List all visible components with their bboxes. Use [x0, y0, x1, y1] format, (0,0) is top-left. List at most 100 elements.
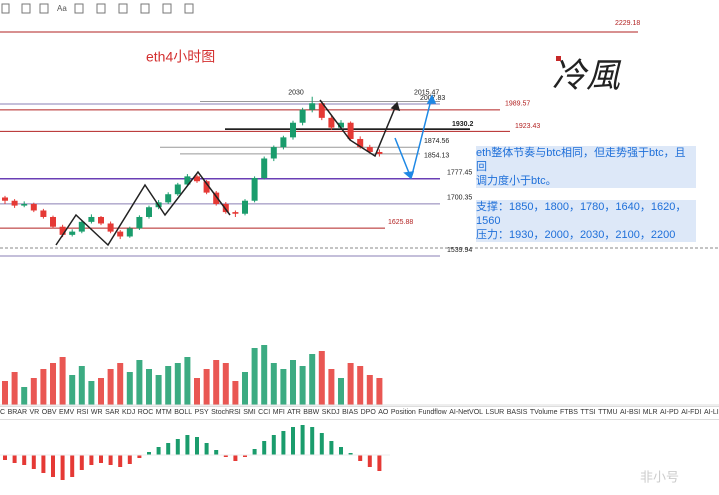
levels-box: 支撑：1850，1800，1780，1640，1620，1560 压力：1930…	[476, 200, 696, 242]
indicator-tab[interactable]: SKDJ	[321, 409, 340, 416]
indicator-tab[interactable]: AI-BSI	[620, 409, 641, 416]
volume-bar	[146, 369, 152, 405]
indicator-tab[interactable]: PSY	[194, 409, 209, 416]
candle-body	[69, 231, 76, 235]
volume-bar	[184, 357, 191, 405]
macd-bar	[310, 427, 315, 455]
indicator-tab[interactable]: RSI	[76, 409, 89, 416]
volume-bar	[280, 369, 287, 405]
candle-body	[11, 200, 18, 206]
candle-body	[213, 192, 220, 204]
tool-icon[interactable]	[21, 3, 31, 14]
volume-bar	[222, 363, 229, 405]
indicator-tab[interactable]: MLR	[642, 409, 658, 416]
volume-bar	[299, 366, 306, 405]
volume-bar	[50, 363, 56, 405]
indicator-tab[interactable]: AI-NetVOL	[449, 409, 484, 416]
candle-body	[203, 181, 210, 193]
macd-bar	[3, 455, 7, 460]
macd-bar	[329, 441, 334, 455]
indicator-tab[interactable]: FTBS	[560, 409, 578, 416]
tool-icon[interactable]	[140, 3, 150, 14]
macd-bar	[233, 455, 238, 461]
macd-bar	[51, 455, 55, 477]
volume-bar	[126, 372, 133, 405]
indicator-tab[interactable]: ATR	[287, 409, 301, 416]
volume-bar	[366, 375, 373, 405]
indicator-tab[interactable]: BBW	[303, 409, 320, 416]
volume-bar	[11, 372, 18, 405]
indicator-tab[interactable]: MFI	[272, 409, 285, 416]
support: 支撑：1850，1800，1780，1640，1620，1560	[476, 201, 687, 227]
indicator-tab[interactable]: WR	[90, 409, 103, 416]
indicator-tab[interactable]: Position	[390, 409, 416, 416]
indicator-tab[interactable]: Fundflow	[418, 409, 447, 416]
macd-bar	[339, 447, 343, 455]
price-label: 2015.47	[414, 89, 439, 96]
volume-bar	[2, 381, 8, 405]
indicator-tab[interactable]: C	[0, 409, 6, 416]
macd-bar	[127, 455, 132, 464]
macd-bar	[99, 455, 103, 463]
indicator-tab[interactable]: SMI	[243, 409, 256, 416]
macd-bar	[175, 439, 180, 455]
macd-bar	[319, 433, 324, 455]
tool-icon[interactable]	[96, 3, 106, 14]
volume-bar	[290, 360, 296, 405]
indicator-tab[interactable]: LSUR	[485, 409, 505, 416]
chart-title: eth4小时图	[146, 49, 215, 65]
indicator-tab[interactable]: TTSI	[580, 409, 596, 416]
indicator-tab[interactable]: VR	[29, 409, 40, 416]
tool-icon[interactable]	[184, 3, 194, 14]
indicator-tab[interactable]: StochRSI	[211, 409, 241, 416]
tool-icon[interactable]	[74, 3, 84, 14]
tool-text[interactable]: Aa	[57, 4, 67, 13]
tool-icon[interactable]	[118, 3, 128, 14]
candle-body	[251, 177, 258, 201]
indicator-tab[interactable]: BOLL	[174, 409, 193, 416]
indicator-tab[interactable]: ROC	[137, 409, 154, 416]
indicator-tab[interactable]: EMV	[59, 409, 75, 416]
indicator-tab[interactable]: BASIS	[506, 409, 528, 416]
indicator-tab[interactable]: DPO	[360, 409, 376, 416]
candle-body	[309, 103, 316, 110]
price-label: 2229.18	[615, 20, 640, 27]
tool-icon[interactable]	[39, 3, 49, 14]
seal	[556, 56, 561, 61]
volume-bar	[261, 345, 268, 405]
indicator-tab[interactable]: BRAR	[7, 409, 28, 416]
price-label: 1625.88	[388, 219, 413, 226]
candle-body	[338, 122, 344, 128]
resistance: 压力：1930，2000，2030，2100，2200	[476, 229, 676, 241]
candle-body	[174, 184, 181, 195]
peak-label: 2030	[288, 90, 304, 97]
indicator-tab[interactable]: CCI	[258, 409, 271, 416]
indicator-tab[interactable]: KDJ	[121, 409, 136, 416]
indicator-tab[interactable]: OBV	[41, 409, 57, 416]
macd-bar	[252, 449, 257, 455]
macd-bar	[377, 455, 382, 471]
macd-bar	[271, 435, 276, 455]
candle-body	[107, 223, 114, 232]
indicator-tab[interactable]: AI-FDI	[681, 409, 702, 416]
volume-bar	[376, 378, 383, 405]
indicator-tab[interactable]: SAR	[105, 409, 120, 416]
volume-bar	[155, 375, 162, 405]
indicator-tabs: C BRAR VR OBV EMV RSI WR SAR KDJ ROC MTM BOLL PSY Sto…	[0, 406, 719, 420]
tool-icon[interactable]	[162, 3, 172, 14]
indicator-tab[interactable]: AO	[378, 409, 389, 416]
indicator-tab[interactable]: MTM	[155, 409, 172, 416]
candle-body	[270, 147, 277, 159]
macd-bar	[79, 455, 84, 470]
price-label: 1539.94	[447, 247, 472, 254]
macd-bar	[358, 455, 363, 461]
indicator-tab[interactable]: TVolume	[529, 409, 558, 416]
indicator-tab[interactable]: AI-LI	[703, 409, 719, 416]
volume-bar	[242, 372, 248, 405]
tool-icon[interactable]	[1, 3, 10, 14]
indicator-tab[interactable]: TTMU	[598, 409, 618, 416]
indicator-tab[interactable]: AI-PD	[660, 409, 679, 416]
macd-bar	[166, 443, 171, 455]
indicator-tab[interactable]: BIAS	[342, 409, 359, 416]
